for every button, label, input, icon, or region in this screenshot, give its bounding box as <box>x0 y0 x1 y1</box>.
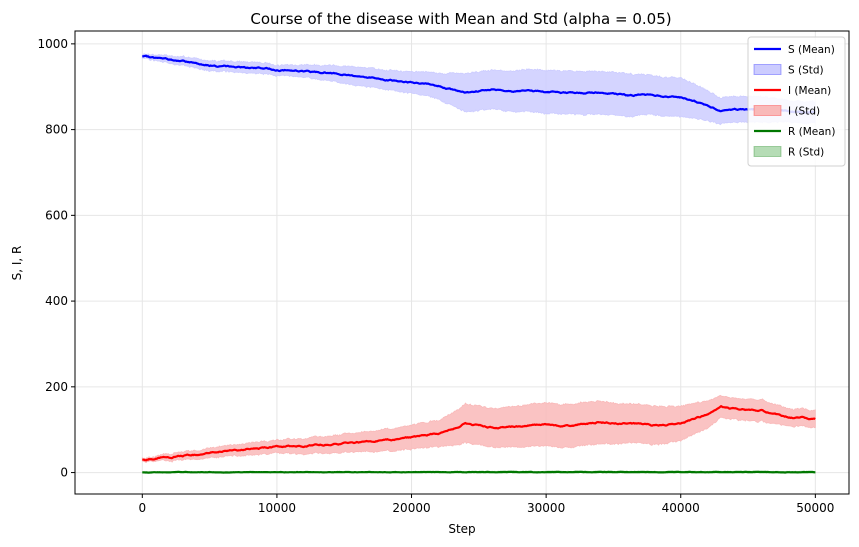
legend-label: I (Mean) <box>788 85 831 97</box>
x-tick-label: 40000 <box>662 501 700 515</box>
chart-title: Course of the disease with Mean and Std … <box>250 10 671 28</box>
mean-line-i-mean <box>142 405 816 462</box>
mean-line-s-mean <box>141 54 816 114</box>
x-tick-label: 20000 <box>392 501 430 515</box>
x-tick-label: 30000 <box>527 501 565 515</box>
axis-ticks: 0 10000 20000 30000 40000 50000 0 200 400 600 800 1… <box>37 37 834 515</box>
y-tick-label: 800 <box>45 123 68 137</box>
legend-label: R (Mean) <box>788 126 835 138</box>
x-tick-label: 0 <box>138 501 146 515</box>
y-tick-label: 0 <box>60 466 68 480</box>
y-tick-label: 1000 <box>37 37 68 51</box>
legend-label: I (Std) <box>788 106 820 118</box>
x-axis-label: Step <box>448 522 475 536</box>
y-tick-label: 200 <box>45 380 68 394</box>
x-tick-label: 10000 <box>258 501 296 515</box>
legend-label: S (Mean) <box>788 44 835 56</box>
legend: S (Mean) S (Std) I (Mean) I (Std) R (Mean) R … <box>747 36 846 167</box>
x-tick-label: 50000 <box>796 501 834 515</box>
y-tick-label: 600 <box>45 208 68 222</box>
legend-band-swatch <box>753 64 782 75</box>
y-tick-label: 400 <box>45 294 68 308</box>
legend-label: R (Std) <box>788 147 824 159</box>
plot-frame <box>74 30 850 495</box>
legend-band-swatch <box>753 146 782 157</box>
mean-line-r-mean <box>142 470 816 474</box>
mean-lines <box>141 54 816 474</box>
y-axis-label: S, I, R <box>10 246 24 281</box>
legend-band-swatch <box>753 105 782 116</box>
legend-label: S (Std) <box>788 65 824 77</box>
